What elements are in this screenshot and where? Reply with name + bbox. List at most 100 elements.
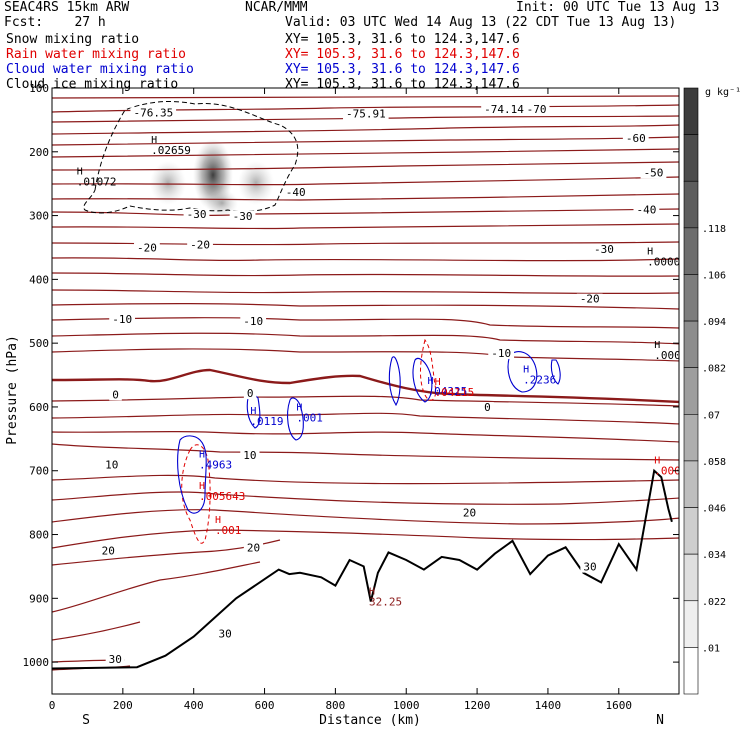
isotherm <box>52 317 679 329</box>
colorbar-unit: g kg⁻¹ <box>705 87 740 98</box>
temperature-label: 10 <box>105 459 118 472</box>
isotherm <box>52 621 141 641</box>
y-axis-label: Pressure (hPa) <box>5 335 20 445</box>
init-time: Init: 00 UTC Tue 13 Aug 13 <box>516 0 720 15</box>
temperature-label: 20 <box>247 541 260 554</box>
temperature-label: 30 <box>218 628 231 641</box>
isotherm <box>52 303 679 310</box>
colorbar-swatch <box>683 460 699 508</box>
temperature-label: 0 <box>484 401 491 414</box>
field-snow-name: Snow mixing ratio <box>6 32 140 47</box>
extremum-value: .04325 <box>427 385 467 398</box>
temperature-label: -30 <box>187 208 207 221</box>
colorbar-swatch <box>683 553 699 602</box>
temperature-label-bg <box>215 628 235 640</box>
temperature-label-bg <box>134 242 160 254</box>
field-rain-name: Rain water mixing ratio <box>6 47 187 62</box>
isotherm <box>52 272 679 277</box>
temperature-label-bg <box>282 187 309 199</box>
y-tick-label: 500 <box>29 337 49 350</box>
temperature-label: 30 <box>109 653 122 666</box>
isotherm <box>52 431 679 443</box>
y-tick-label: 700 <box>29 465 49 478</box>
snow-core-west <box>150 161 186 205</box>
isotherm <box>52 257 679 262</box>
cloud-water-contour <box>287 397 304 441</box>
isotherm <box>52 161 679 171</box>
colorbar-swatch <box>683 87 699 135</box>
extremum-value: .0119 <box>250 415 283 428</box>
temperature-label-bg <box>488 347 515 359</box>
temperature-label: -20 <box>137 242 157 255</box>
colorbar-swatch <box>683 134 699 182</box>
temperature-label-bg <box>240 449 260 461</box>
temperature-label-bg <box>243 388 257 400</box>
temperature-label: -10 <box>112 313 132 326</box>
isotherm <box>52 348 679 362</box>
isotherm <box>52 529 679 549</box>
temperature-label-bg <box>576 293 603 305</box>
colorbar-swatch <box>683 367 699 415</box>
temperature-label: 0 <box>112 388 119 401</box>
high-marker: H <box>427 376 433 387</box>
isotherm <box>52 491 679 505</box>
cloud-water-contour <box>550 359 561 385</box>
extremum-value: .000005 <box>654 465 700 478</box>
isotherm <box>52 124 679 135</box>
isotherm <box>52 148 679 158</box>
high-marker: H <box>199 449 205 460</box>
x-tick-label: 400 <box>184 699 204 712</box>
temperature-label: -70 <box>527 103 547 116</box>
y-tick-label: 200 <box>29 146 49 159</box>
temperature-label-bg <box>109 314 136 326</box>
colorbar-label: .022 <box>702 597 726 608</box>
x-axis-label: Distance (km) <box>319 713 421 728</box>
x-tick-label: 1400 <box>535 699 562 712</box>
colorbar-swatch <box>683 320 699 368</box>
colorbar-swatch <box>683 414 699 462</box>
y-tick-label: 100 <box>29 82 49 95</box>
extremum-value: .00001 <box>654 349 694 362</box>
temperature-label-bg <box>523 104 550 116</box>
isotherm <box>52 561 261 613</box>
isotherm <box>52 412 679 425</box>
x-tick-label: 0 <box>49 699 56 712</box>
colorbar-label: .046 <box>702 504 726 515</box>
temperature-label-bg <box>640 167 667 179</box>
high-marker: H <box>654 456 660 467</box>
isotherm <box>52 136 679 146</box>
extremum-value: .4963 <box>199 458 232 471</box>
x-tick-label: 200 <box>113 699 133 712</box>
valid-time: Valid: 03 UTC Wed 14 Aug 13 (22 CDT Tue … <box>285 15 677 30</box>
colorbar-swatch <box>683 227 699 275</box>
isotherm <box>52 443 679 461</box>
temperature-label-bg <box>622 132 649 144</box>
isotherm <box>52 208 679 216</box>
temperature-label-bg <box>187 239 213 251</box>
isotherm <box>52 223 679 230</box>
high-marker: H <box>369 586 375 597</box>
temperature-label-bg <box>109 389 122 401</box>
extremum-value: .005643 <box>199 490 245 503</box>
y-tick-label: 1000 <box>23 656 50 669</box>
y-tick-label: 300 <box>29 210 49 223</box>
extremum-value: .2236 <box>523 373 556 386</box>
rain-contour <box>420 338 437 401</box>
temperature-label-bg <box>183 208 210 220</box>
x-end-south: S <box>82 713 90 728</box>
temperature-label: -30 <box>233 210 253 223</box>
isotherm <box>52 289 679 295</box>
high-marker: H <box>151 135 157 146</box>
isotherm <box>52 176 679 186</box>
temperature-label-bg <box>343 108 389 120</box>
colorbar-label: .106 <box>702 270 726 281</box>
field-rain-xy: XY= 105.3, 31.6 to 124.3,147.6 <box>285 47 520 62</box>
temperature-label: -76.35 <box>133 106 173 119</box>
extremum-value: .001 <box>296 412 323 425</box>
temperature-label-bg <box>459 507 480 519</box>
high-marker: H <box>523 364 529 375</box>
temperature-label: 10 <box>243 449 256 462</box>
y-tick-label: 400 <box>29 273 49 286</box>
temperature-label: -74.14 <box>484 103 524 116</box>
